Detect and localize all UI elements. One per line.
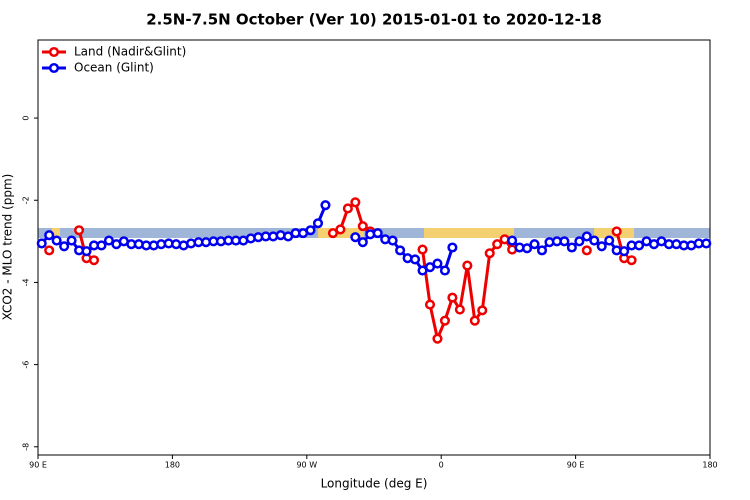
data-point (701, 238, 712, 249)
data-point (305, 225, 316, 236)
legend: Land (Nadir&Glint) Ocean (Glint) (42, 45, 186, 75)
data-point (492, 239, 503, 250)
data-point (357, 221, 368, 232)
data-point (619, 246, 630, 257)
y-tick-label: -8 (22, 443, 31, 451)
data-point (634, 240, 645, 251)
y-tick-label: -4 (22, 278, 31, 286)
data-point (424, 299, 436, 310)
plot-frame (37, 39, 711, 456)
x-tick-label: 180 (702, 461, 717, 470)
data-point (103, 235, 114, 246)
data-point (507, 235, 518, 246)
data-point (611, 226, 622, 237)
data-point (462, 260, 473, 271)
data-point (312, 218, 324, 229)
data-point (484, 248, 495, 259)
data-point (44, 230, 55, 241)
data-point (529, 239, 540, 250)
data-point (36, 238, 47, 249)
data-point (432, 333, 443, 344)
legend-label: Land (Nadir&Glint) (74, 45, 186, 59)
x-tick-label: 180 (165, 461, 180, 470)
y-tick-label: 0 (22, 116, 31, 121)
data-point (454, 304, 465, 315)
data-point (372, 228, 383, 239)
data-point (410, 254, 421, 265)
legend-marker (48, 62, 60, 74)
data-point (439, 265, 450, 276)
data-point (51, 235, 62, 246)
data-point (626, 255, 637, 266)
y-axis-label: XCO2 - MLO trend (ppm) (1, 174, 15, 321)
y-tick-label: -6 (22, 361, 31, 369)
data-point (327, 228, 338, 239)
data-point (536, 245, 548, 256)
data-point (357, 237, 368, 248)
data-point (477, 305, 488, 316)
data-point (74, 225, 85, 236)
data-point (596, 241, 607, 252)
x-tick-label: 0 (439, 461, 444, 470)
data-point (387, 235, 398, 246)
legend-marker (48, 46, 60, 58)
legend-label: Ocean (Glint) (74, 61, 154, 75)
data-point (417, 244, 428, 255)
data-point (88, 255, 100, 266)
data-point (350, 232, 361, 243)
data-point (604, 235, 615, 246)
data-point (44, 245, 55, 256)
data-point (81, 246, 92, 257)
data-point (96, 240, 107, 251)
x-tick-label: 90 E (29, 461, 47, 470)
data-point (335, 224, 346, 235)
data-point (432, 258, 443, 269)
x-axis-label: Longitude (deg E) (321, 477, 428, 491)
data-point (66, 235, 77, 246)
data-point (395, 245, 406, 256)
data-point (439, 315, 450, 326)
data-point (589, 235, 600, 246)
data-point (581, 231, 592, 242)
data-point (581, 245, 592, 256)
data-point (574, 236, 585, 247)
data-point (320, 200, 331, 211)
x-tick-label: 90 E (567, 461, 585, 470)
data-point (59, 241, 70, 252)
data-point (559, 236, 570, 247)
reference-band-land (52, 228, 60, 238)
y-tick-label: -2 (22, 196, 31, 204)
series-line (421, 237, 514, 341)
reference-band-land (424, 228, 514, 238)
data-point (566, 242, 577, 253)
x-tick-label: 90 W (296, 461, 317, 470)
data-point (447, 292, 458, 303)
data-point (424, 262, 436, 273)
chart-title: 2.5N-7.5N October (Ver 10) 2015-01-01 to… (146, 11, 602, 29)
data-point (447, 242, 458, 253)
data-point (350, 197, 361, 208)
data-point (342, 203, 353, 214)
data-point (522, 243, 533, 254)
data-point (469, 315, 480, 326)
